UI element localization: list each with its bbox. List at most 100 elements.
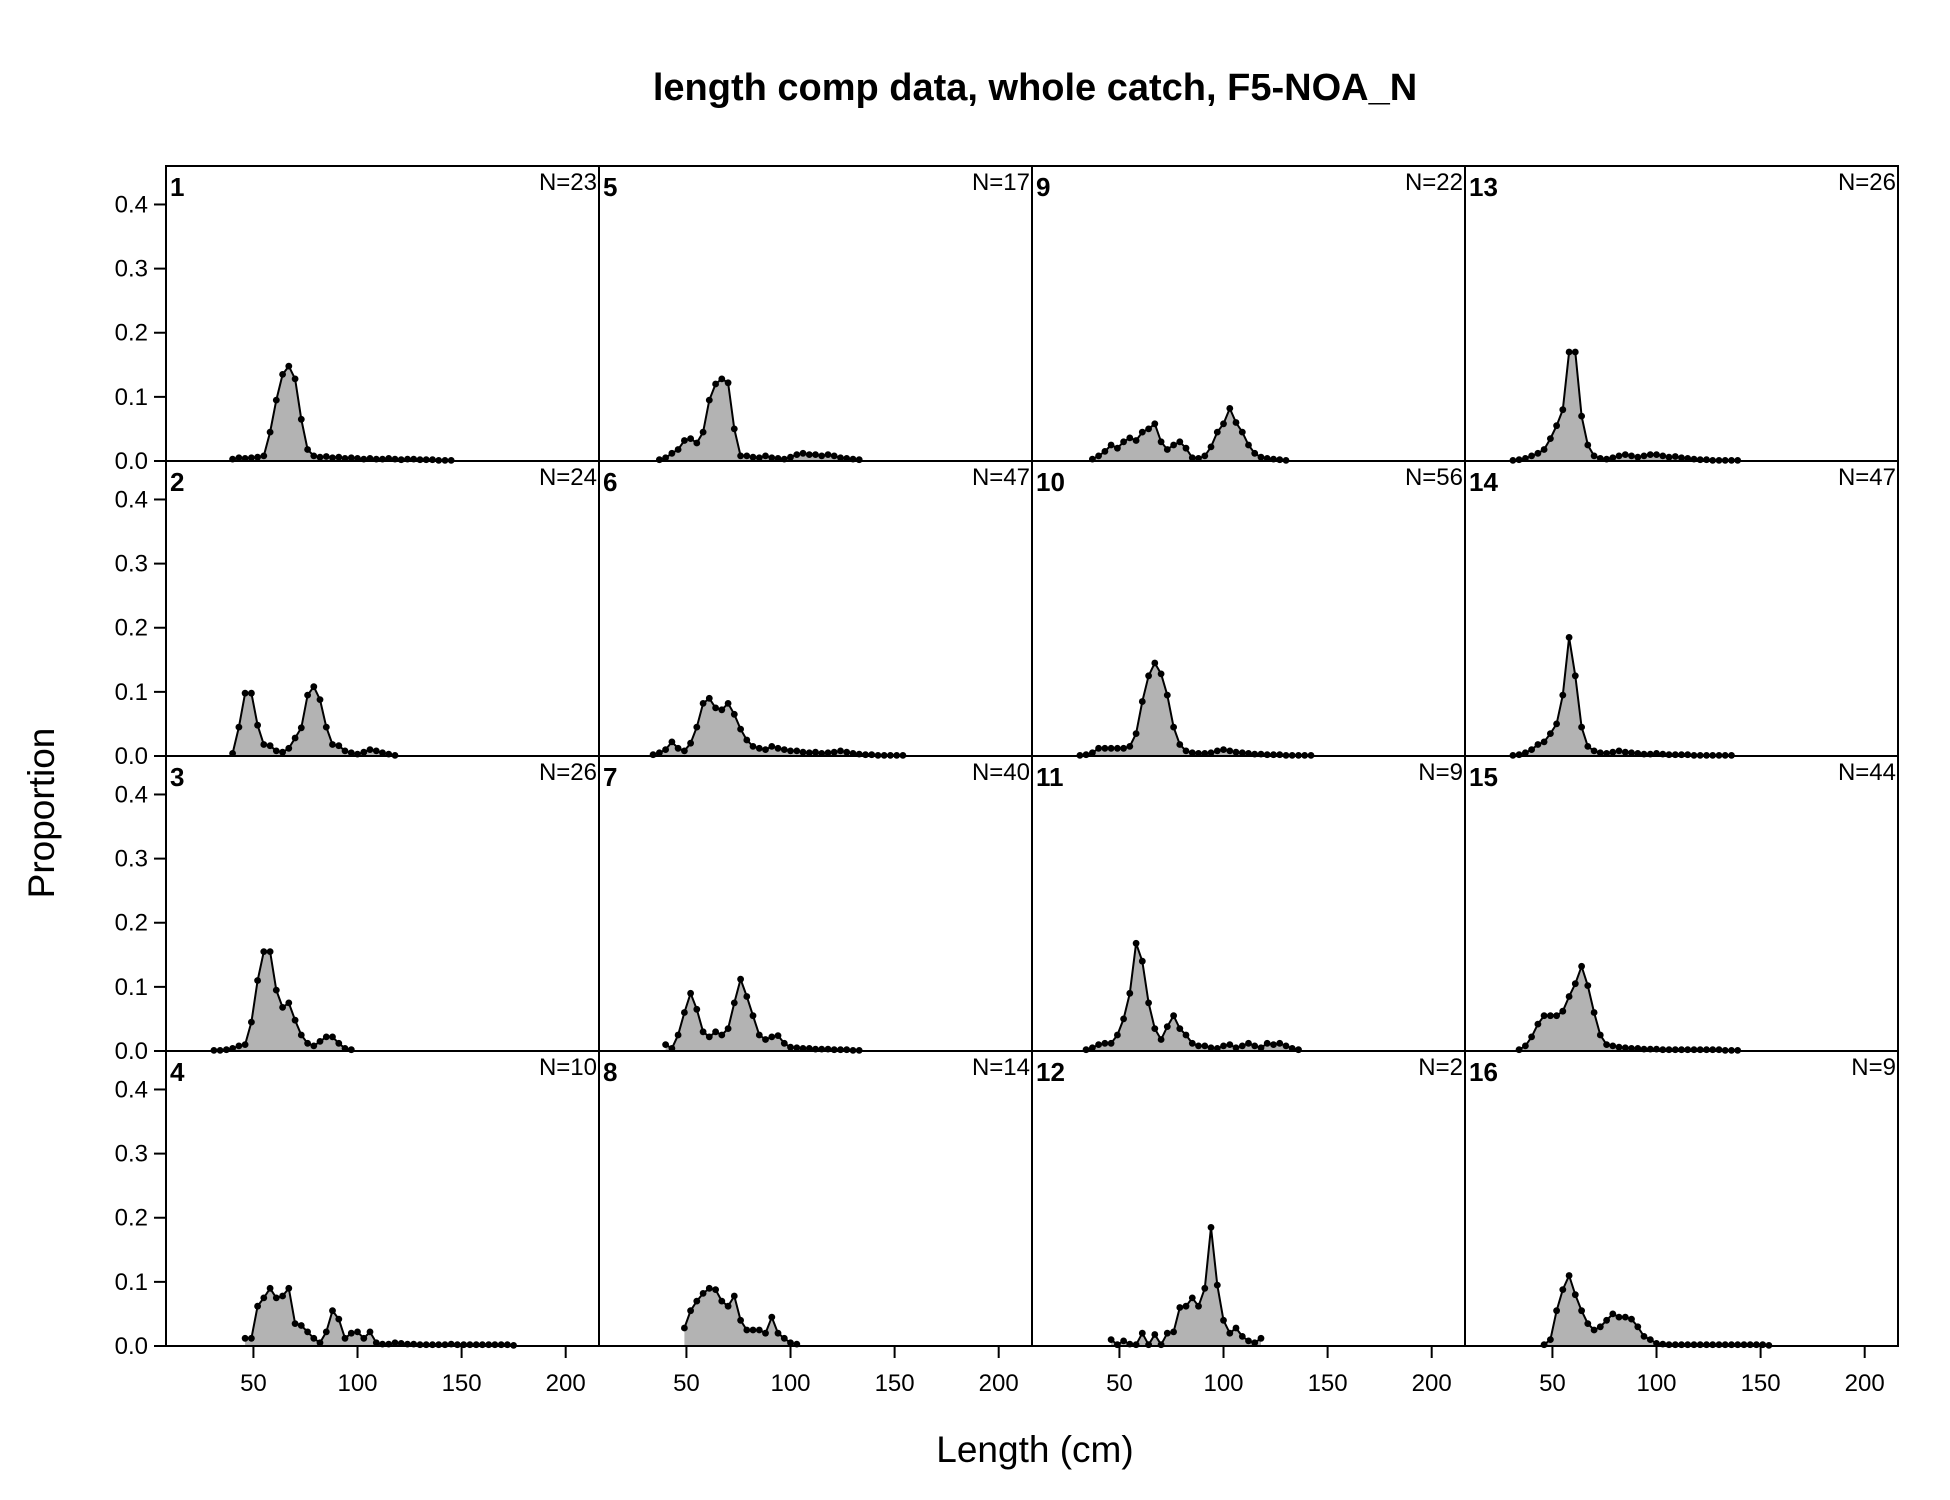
data-point <box>1213 1281 1221 1289</box>
data-point <box>1696 1046 1704 1054</box>
data-point <box>248 454 255 462</box>
data-point <box>743 736 751 744</box>
data-point <box>1132 730 1140 737</box>
data-point <box>1132 939 1140 947</box>
x-tick-label: 200 <box>979 1370 1019 1397</box>
data-point <box>235 1042 243 1050</box>
data-point <box>241 1334 249 1342</box>
series-line <box>1079 660 1311 757</box>
data-point <box>1120 438 1127 446</box>
data-point <box>693 439 701 447</box>
data-point <box>674 446 682 453</box>
data-point <box>391 1339 399 1347</box>
series-area <box>232 686 395 756</box>
panel-9: 9 N=22 <box>1031 165 1466 464</box>
data-point <box>1182 444 1190 452</box>
data-point <box>1671 453 1679 460</box>
data-point <box>329 1307 336 1315</box>
y-tick-label: 0.1 <box>115 1269 148 1296</box>
data-point <box>1220 1042 1227 1050</box>
data-point <box>1163 691 1171 699</box>
data-point <box>1182 747 1190 755</box>
data-point <box>712 380 719 388</box>
series-area <box>245 1288 514 1346</box>
data-point <box>1590 1009 1598 1016</box>
data-point <box>1263 1039 1271 1047</box>
panels-layer: 1 N=230.00.10.20.30.42 N=240.00.10.20.30.4… <box>115 165 1899 1397</box>
data-point <box>297 724 305 732</box>
data-point <box>1571 672 1579 680</box>
data-point <box>235 723 243 731</box>
data-point <box>1528 1033 1535 1041</box>
data-point <box>435 1341 443 1349</box>
panel-10: 10 N=56 <box>1031 460 1466 759</box>
data-point <box>248 1018 255 1026</box>
data-point <box>1696 1341 1704 1349</box>
y-tick-label: 0.0 <box>115 1038 148 1065</box>
data-point <box>1095 1041 1102 1048</box>
data-point <box>1515 456 1523 464</box>
data-point <box>1232 1324 1240 1332</box>
data-point <box>755 1031 763 1039</box>
data-point <box>1126 743 1134 750</box>
data-point <box>1659 452 1667 460</box>
data-point <box>1182 1302 1190 1310</box>
data-point <box>1628 1315 1635 1323</box>
panel-frame <box>165 1050 600 1347</box>
data-point <box>1145 672 1152 680</box>
data-point <box>1132 1341 1140 1349</box>
data-point <box>724 1302 732 1310</box>
data-point <box>799 748 807 756</box>
data-point <box>1728 1341 1735 1349</box>
data-point <box>1578 723 1585 731</box>
data-point <box>297 1031 305 1039</box>
data-point <box>749 1012 757 1020</box>
data-point <box>1665 1046 1673 1054</box>
series-area <box>1512 352 1738 461</box>
data-point <box>1678 1046 1685 1054</box>
data-point <box>1188 1294 1196 1302</box>
x-tick-label: 50 <box>673 1370 700 1397</box>
data-point <box>1634 453 1642 461</box>
data-point <box>1547 1012 1554 1020</box>
data-point <box>1596 749 1604 757</box>
data-point <box>266 1284 274 1292</box>
data-point <box>812 748 819 756</box>
y-tick-label: 0.0 <box>115 448 148 475</box>
data-point <box>347 749 355 757</box>
panel-16: 16 N=9 50 100 150 200 <box>1464 1050 1899 1397</box>
data-point <box>1151 1025 1159 1032</box>
data-point <box>762 746 769 753</box>
panel-frame <box>598 165 1033 462</box>
y-tick-label: 0.3 <box>115 846 148 873</box>
data-point <box>291 1320 299 1327</box>
data-point <box>687 989 694 997</box>
data-point <box>681 437 688 444</box>
panel-14: 14 N=47 <box>1464 460 1899 759</box>
panel-label: 13 <box>1469 172 1498 202</box>
data-point <box>837 1046 844 1054</box>
data-point <box>266 742 274 750</box>
data-point <box>1188 1039 1196 1047</box>
data-point <box>366 746 374 753</box>
data-point <box>693 723 701 731</box>
y-tick-label: 0.4 <box>115 781 148 808</box>
data-point <box>843 748 851 756</box>
data-point <box>1565 348 1573 356</box>
data-point <box>329 1033 336 1041</box>
data-point <box>1107 441 1115 449</box>
chart-title: length comp data, whole catch, F5-NOA_N <box>653 67 1417 109</box>
panel-frame <box>1464 165 1899 462</box>
data-point <box>316 1339 324 1347</box>
data-point <box>254 453 261 461</box>
data-point <box>1213 747 1221 755</box>
data-point <box>1114 744 1121 752</box>
data-point <box>322 1328 330 1336</box>
data-point <box>1120 1015 1127 1023</box>
data-point <box>1176 1304 1184 1311</box>
data-point <box>699 1028 707 1036</box>
data-point <box>1182 1031 1190 1039</box>
data-point <box>1195 1302 1202 1310</box>
data-point <box>712 1028 719 1036</box>
sample-size-label: N=44 <box>1838 759 1896 786</box>
